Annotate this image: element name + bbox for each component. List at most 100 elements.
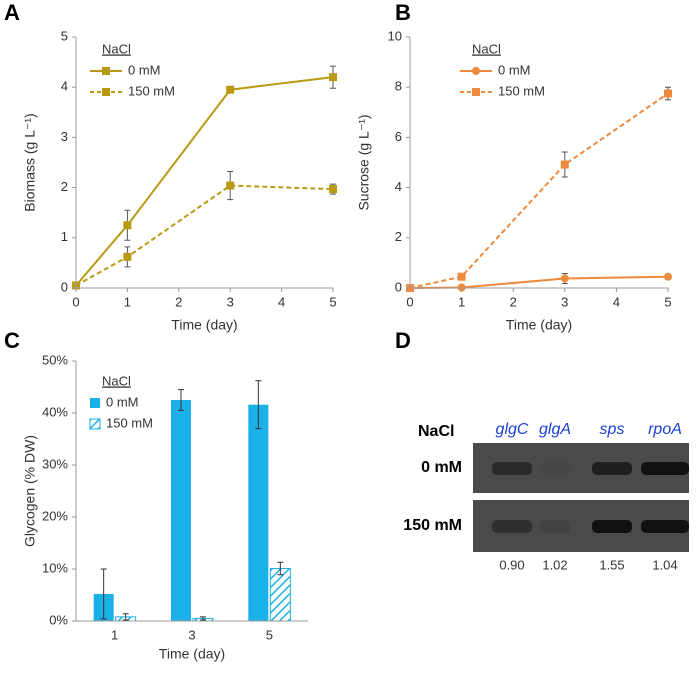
gel-row-label: 0 mM: [421, 459, 462, 476]
legend-marker: [102, 88, 110, 96]
point: [560, 274, 569, 283]
y-axis-title: Biomass (g L⁻¹): [22, 113, 38, 211]
x-axis-title: Time (day): [506, 317, 572, 333]
panel-label: D: [395, 328, 411, 353]
x-tick-label: 3: [561, 294, 568, 309]
x-tick-label: 0: [406, 294, 413, 309]
error-bar: [100, 568, 107, 620]
legend-marker: [472, 67, 480, 75]
legend-marker: [472, 88, 480, 96]
y-tick-label: 4: [395, 179, 402, 194]
bar: [171, 400, 191, 621]
legend-label: 0 mM: [498, 62, 531, 77]
x-tick-label: 1: [124, 294, 131, 309]
error-bar: [277, 561, 284, 576]
gel-row-title: NaCl: [418, 423, 454, 440]
legend-title: NaCl: [102, 41, 131, 56]
series-line: [75, 76, 334, 287]
ratio-label: 1.04: [652, 557, 677, 572]
y-tick-label: 10%: [42, 560, 68, 575]
panel-label: A: [4, 0, 20, 25]
legend-swatch: [89, 418, 101, 430]
panel-label: B: [395, 0, 411, 25]
y-tick-label: 0: [61, 279, 68, 294]
legend-marker: [102, 67, 110, 75]
x-tick-label: 1: [458, 294, 465, 309]
y-tick-label: 2: [61, 179, 68, 194]
y-tick-label: 2: [395, 229, 402, 244]
x-tick-label: 0: [72, 294, 79, 309]
x-tick-label: 3: [227, 294, 234, 309]
gel-row-label: 150 mM: [403, 517, 462, 534]
y-axis-title: Sucrose (g L⁻¹): [356, 114, 372, 210]
legend-label: 150 mM: [128, 83, 175, 98]
point: [226, 85, 235, 94]
gel-band: [492, 462, 532, 475]
point: [226, 181, 235, 190]
panel-label: C: [4, 328, 20, 353]
legend-title: NaCl: [102, 373, 131, 388]
y-tick-label: 1: [61, 229, 68, 244]
legend-marker: [472, 67, 480, 75]
legend-label: 0 mM: [128, 62, 161, 77]
x-tick-label: 5: [329, 294, 336, 309]
x-tick-label: 5: [266, 627, 273, 642]
x-tick-label: 2: [510, 294, 517, 309]
error-bar: [200, 616, 206, 621]
x-tick-label: 4: [278, 294, 285, 309]
y-tick-label: 4: [61, 79, 68, 94]
gene-label: sps: [600, 421, 625, 438]
y-axis-title: Glycogen (% DW): [22, 435, 38, 547]
series-line: [409, 275, 669, 289]
gel-band: [540, 462, 570, 475]
x-tick-label: 3: [188, 627, 195, 642]
gene-label: rpoA: [648, 421, 682, 438]
point: [329, 185, 337, 194]
y-tick-label: 10: [388, 28, 402, 43]
point: [664, 272, 672, 281]
gel-band: [592, 462, 632, 475]
error-bar: [178, 389, 184, 411]
x-tick-label: 2: [175, 294, 182, 309]
x-tick-label: 4: [613, 294, 620, 309]
y-tick-label: 3: [61, 129, 68, 144]
x-axis-title: Time (day): [171, 317, 237, 333]
y-tick-label: 6: [395, 129, 402, 144]
legend-label: 0 mM: [106, 394, 139, 409]
point: [123, 252, 132, 261]
gene-label: glgC: [496, 421, 529, 438]
y-tick-label: 50%: [42, 352, 68, 367]
legend-swatch: [90, 398, 100, 408]
series-line: [409, 92, 669, 289]
ratio-label: 1.02: [542, 557, 567, 572]
y-tick-label: 0: [395, 279, 402, 294]
point: [664, 89, 672, 98]
legend-marker: [102, 67, 110, 75]
point: [560, 160, 569, 169]
legend-label: 150 mM: [498, 83, 545, 98]
y-tick-label: 40%: [42, 404, 68, 419]
gel-band: [641, 462, 689, 475]
point: [123, 221, 132, 230]
gel-band: [540, 520, 570, 533]
legend-marker: [472, 88, 480, 96]
legend-marker: [102, 88, 110, 96]
legend-label: 150 mM: [106, 415, 153, 430]
ratio-label: 0.90: [499, 557, 524, 572]
gel-band: [641, 520, 689, 533]
series-line: [75, 184, 334, 287]
bar: [248, 404, 269, 621]
y-tick-label: 20%: [42, 508, 68, 523]
error-bar: [122, 613, 129, 621]
y-tick-label: 0%: [49, 612, 68, 627]
y-tick-label: 8: [395, 79, 402, 94]
y-tick-label: 30%: [42, 456, 68, 471]
gene-label: glgA: [539, 421, 571, 438]
point: [329, 73, 337, 82]
error-bar: [255, 380, 262, 430]
x-axis-title: Time (day): [159, 646, 225, 662]
gel-band: [592, 520, 632, 533]
y-tick-label: 5: [61, 28, 68, 43]
point: [457, 272, 466, 281]
